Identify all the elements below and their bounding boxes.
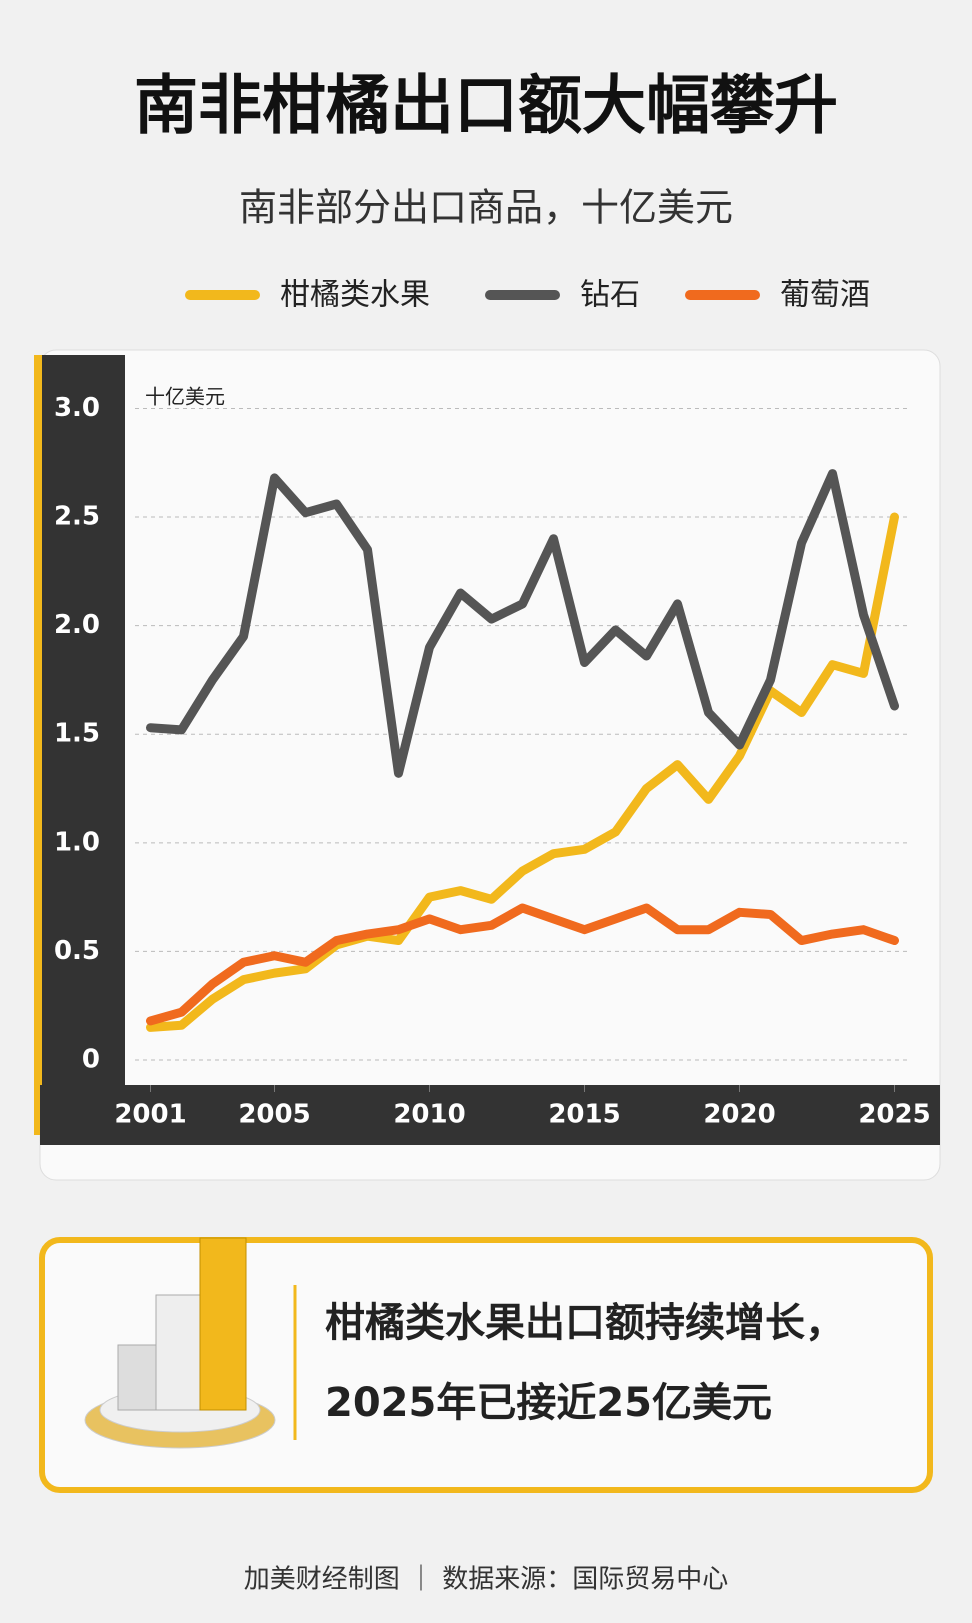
- callout-line: 柑橘类水果出口额持续增长，: [325, 1300, 845, 1346]
- y-tick-label: 0.5: [54, 936, 100, 966]
- y-tick-label: 1.0: [54, 827, 100, 857]
- x-tick-label: 2010: [393, 1100, 465, 1130]
- series-line: [146, 512, 899, 1032]
- x-tick-label: 2005: [238, 1100, 310, 1130]
- y-axis-band: [40, 355, 125, 1135]
- x-tick-label: 2001: [114, 1100, 186, 1130]
- chart-title: 南非柑橘出口额大幅攀升: [134, 70, 838, 144]
- x-tick-label: 2015: [548, 1100, 620, 1130]
- y-axis-edge: [34, 355, 42, 1135]
- chart-subtitle: 南非部分出口商品，十亿美元: [239, 186, 733, 230]
- y-axis-unit: 十亿美元: [145, 385, 225, 409]
- chart-panel: [39, 349, 941, 1181]
- series-line: [146, 903, 899, 1026]
- footer: 加美财经制图 ｜ 数据来源：国际贸易中心: [244, 1565, 729, 1595]
- legend-label: 柑橘类水果: [280, 278, 430, 313]
- plot: 0 0.5 1.0 1.5 2.0 2.5 3.0 2001 2005 2010 2015 2020 2…: [54, 393, 931, 1130]
- x-tick-label: 2025: [858, 1100, 930, 1130]
- y-tick-label: 2.5: [54, 502, 100, 532]
- series-line: [146, 469, 899, 778]
- x-tick-label: 2020: [703, 1100, 775, 1130]
- y-tick-label: 0: [82, 1045, 100, 1075]
- y-tick-label: 1.5: [54, 719, 100, 749]
- legend-label: 钻石: [580, 278, 640, 313]
- legend-label: 葡萄酒: [780, 278, 870, 313]
- x-axis-band: [40, 1085, 940, 1145]
- callout-line: 2025年已接近25亿美元: [325, 1380, 772, 1426]
- bar-icon: [84, 1237, 276, 1449]
- legend: 柑橘类水果 钻石 葡萄酒: [185, 278, 870, 313]
- y-tick-label: 3.0: [54, 393, 100, 423]
- y-tick-label: 2.0: [54, 610, 100, 640]
